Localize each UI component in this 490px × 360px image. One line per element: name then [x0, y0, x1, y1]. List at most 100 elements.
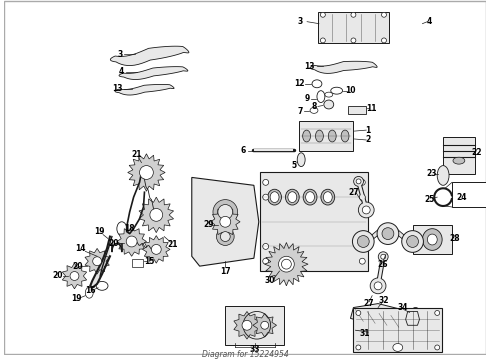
Ellipse shape	[303, 189, 317, 205]
Ellipse shape	[362, 206, 370, 214]
Text: 15: 15	[144, 257, 154, 266]
Ellipse shape	[217, 228, 234, 246]
Ellipse shape	[317, 91, 325, 103]
Polygon shape	[90, 237, 110, 288]
Ellipse shape	[453, 157, 465, 164]
Ellipse shape	[213, 199, 238, 224]
Ellipse shape	[402, 231, 423, 252]
Bar	[318, 12, 389, 43]
Ellipse shape	[323, 192, 332, 203]
Bar	[452, 183, 487, 207]
Text: 22: 22	[471, 148, 482, 157]
Text: 12: 12	[294, 79, 304, 88]
Text: 29: 29	[203, 220, 214, 229]
Ellipse shape	[374, 282, 382, 290]
Ellipse shape	[427, 234, 437, 245]
Text: 9: 9	[304, 94, 310, 103]
Bar	[348, 107, 366, 114]
Ellipse shape	[437, 166, 449, 185]
Bar	[260, 172, 368, 271]
Text: 1: 1	[366, 126, 371, 135]
Polygon shape	[350, 303, 406, 325]
Ellipse shape	[218, 204, 233, 219]
Ellipse shape	[359, 179, 365, 185]
Ellipse shape	[312, 80, 322, 88]
Ellipse shape	[150, 208, 163, 221]
Ellipse shape	[270, 192, 279, 203]
Text: 23: 23	[426, 169, 437, 178]
Text: 6: 6	[241, 146, 245, 155]
Ellipse shape	[393, 343, 403, 351]
Ellipse shape	[220, 216, 231, 227]
Text: 25: 25	[424, 195, 435, 204]
Text: 13: 13	[113, 84, 123, 93]
Ellipse shape	[382, 38, 387, 43]
Ellipse shape	[357, 235, 369, 247]
Ellipse shape	[320, 38, 325, 43]
Text: 31: 31	[359, 329, 369, 338]
Text: 21: 21	[168, 240, 178, 249]
Ellipse shape	[382, 12, 387, 17]
Text: 13: 13	[304, 62, 314, 71]
Text: 4: 4	[119, 67, 124, 76]
Ellipse shape	[96, 282, 108, 290]
Ellipse shape	[356, 179, 361, 184]
Polygon shape	[253, 314, 276, 337]
Polygon shape	[406, 311, 419, 325]
Polygon shape	[358, 230, 417, 249]
Polygon shape	[234, 311, 260, 339]
Ellipse shape	[407, 235, 418, 247]
Ellipse shape	[381, 254, 386, 259]
Text: 10: 10	[345, 86, 356, 95]
Ellipse shape	[359, 243, 365, 249]
Text: 20: 20	[52, 271, 63, 280]
Bar	[225, 306, 284, 345]
Ellipse shape	[306, 192, 315, 203]
Text: 18: 18	[124, 224, 135, 233]
Polygon shape	[85, 248, 109, 274]
Text: 4: 4	[427, 17, 432, 26]
Text: 30: 30	[265, 276, 275, 285]
Ellipse shape	[320, 12, 325, 17]
Text: 17: 17	[220, 266, 231, 275]
Bar	[353, 308, 442, 352]
Polygon shape	[139, 197, 173, 233]
Ellipse shape	[422, 229, 442, 250]
Text: 27: 27	[348, 188, 359, 197]
Ellipse shape	[410, 307, 421, 323]
Ellipse shape	[316, 130, 323, 142]
Text: 26: 26	[378, 260, 388, 269]
Polygon shape	[119, 67, 188, 80]
Polygon shape	[115, 84, 174, 95]
Text: 27: 27	[363, 299, 373, 308]
Ellipse shape	[370, 278, 386, 294]
Ellipse shape	[351, 12, 356, 17]
Ellipse shape	[263, 179, 269, 185]
Ellipse shape	[324, 100, 334, 109]
Text: 20: 20	[72, 262, 83, 271]
Polygon shape	[192, 177, 259, 266]
Ellipse shape	[285, 189, 299, 205]
Text: 34: 34	[397, 303, 408, 312]
Ellipse shape	[359, 258, 365, 264]
Bar	[299, 121, 353, 151]
Ellipse shape	[281, 259, 292, 269]
Text: 7: 7	[297, 107, 303, 116]
Ellipse shape	[310, 107, 318, 113]
Ellipse shape	[378, 252, 388, 262]
Text: 32: 32	[379, 296, 389, 305]
Ellipse shape	[288, 192, 297, 203]
Text: 19: 19	[71, 294, 82, 303]
Text: 28: 28	[450, 234, 460, 243]
Text: 33: 33	[249, 346, 260, 355]
Ellipse shape	[435, 310, 440, 315]
Ellipse shape	[341, 130, 349, 142]
Text: 2: 2	[366, 135, 371, 144]
Ellipse shape	[377, 223, 399, 244]
Text: 14: 14	[75, 244, 86, 253]
Ellipse shape	[358, 202, 374, 218]
Ellipse shape	[297, 153, 305, 167]
Ellipse shape	[356, 310, 361, 315]
Ellipse shape	[303, 130, 311, 142]
Text: 20: 20	[109, 239, 119, 248]
